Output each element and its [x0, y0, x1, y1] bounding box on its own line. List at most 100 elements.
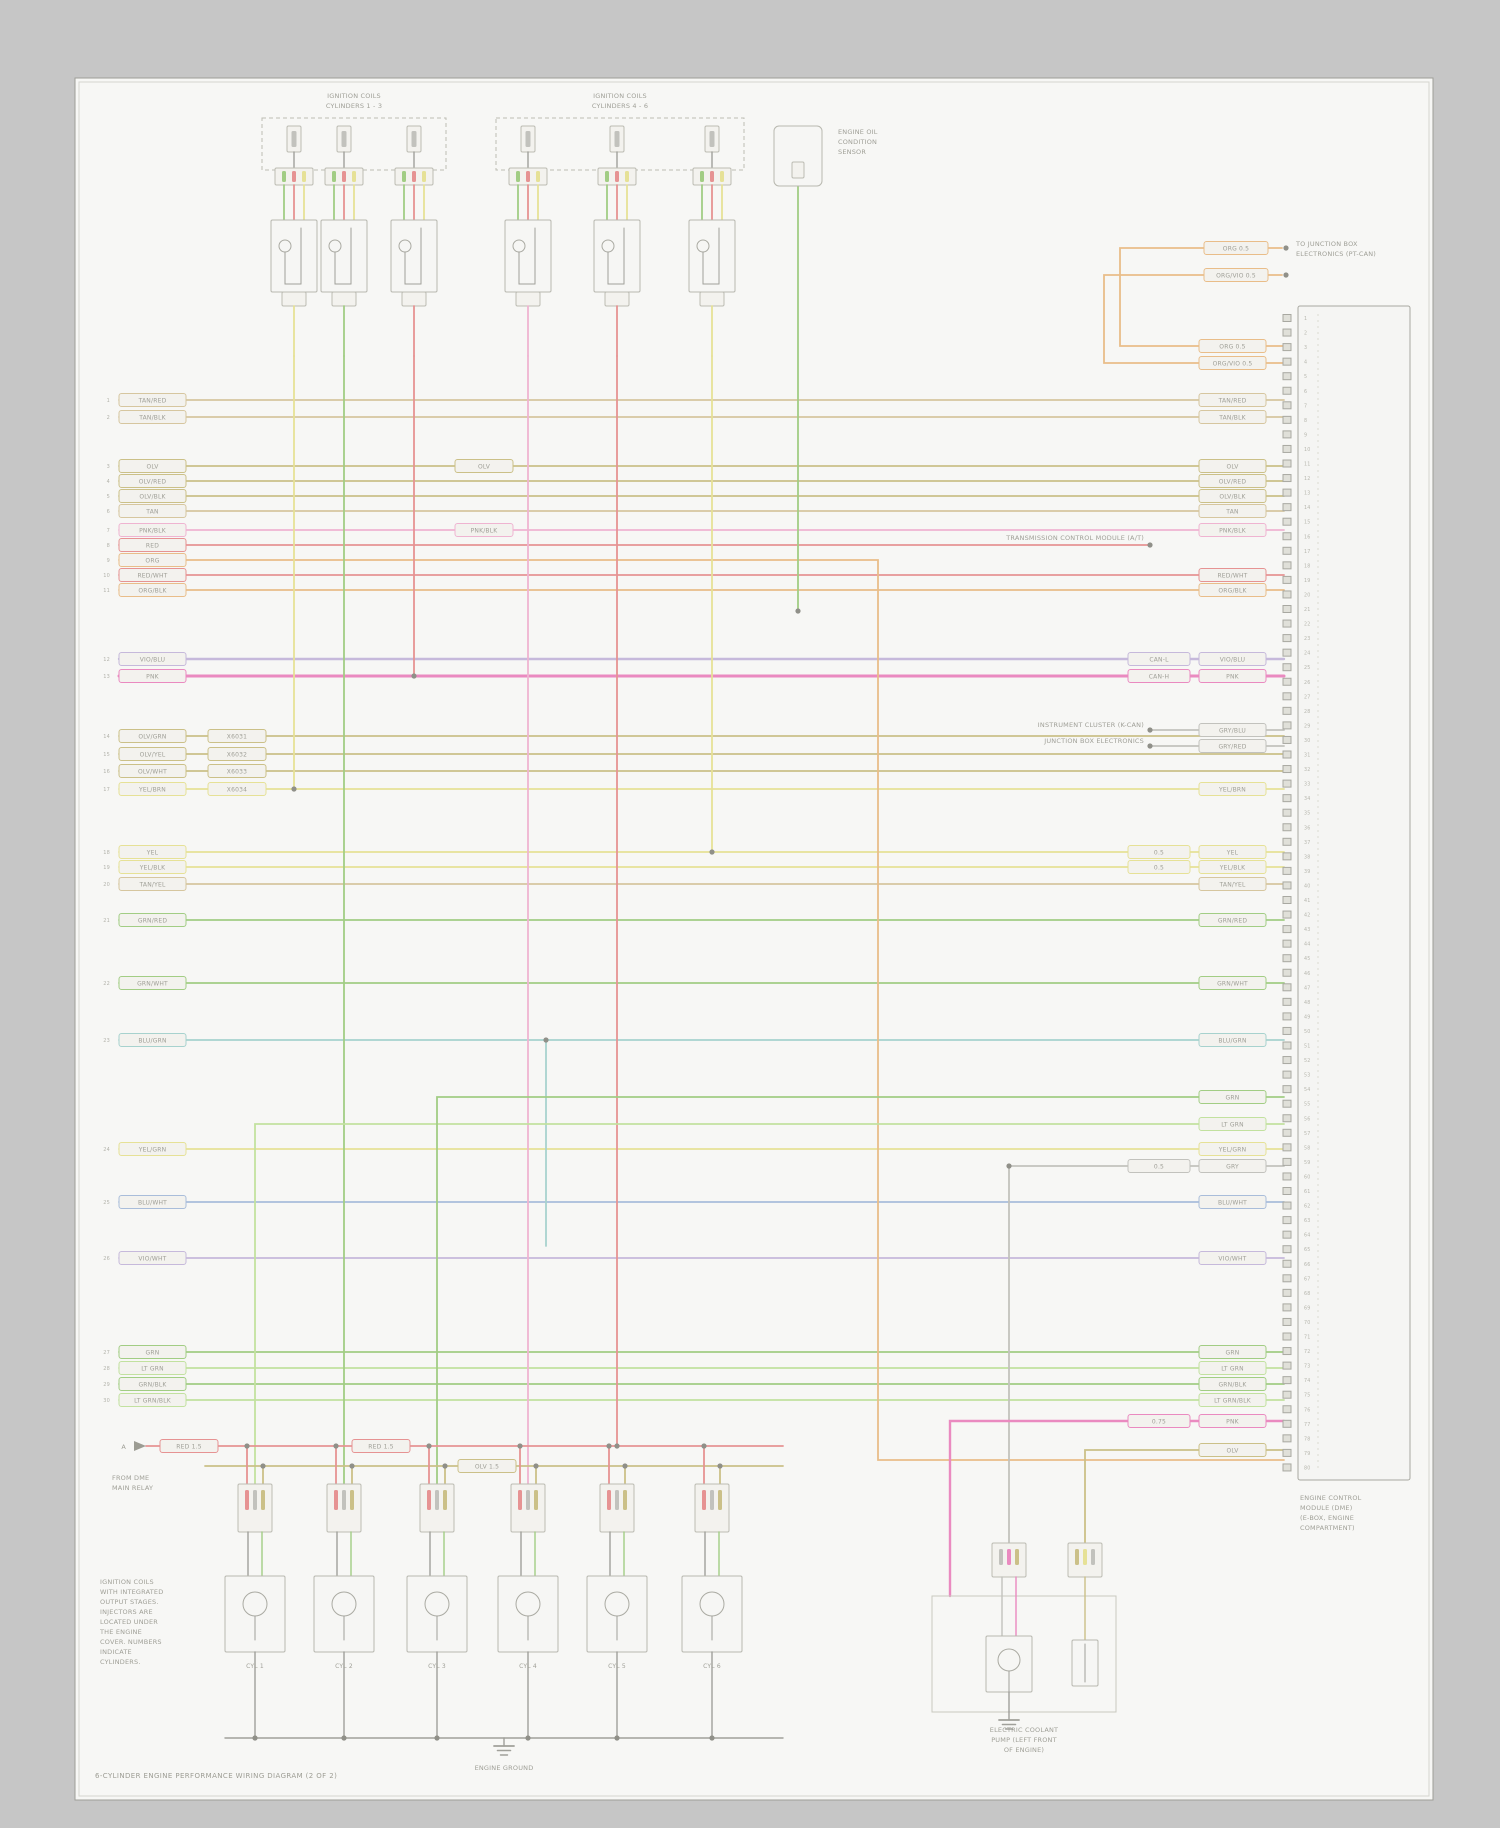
- annotation-text: TRANSMISSION CONTROL MODULE (A/T): [1005, 534, 1144, 542]
- left-wire-label: [118, 583, 187, 597]
- annotation-text: INJECTORS ARE: [100, 1608, 153, 1616]
- ecm-pin-number: 48: [1304, 1000, 1311, 1006]
- ecm-pin-number: 9: [1304, 432, 1307, 438]
- ecm-pin-number: 33: [1304, 782, 1311, 788]
- ecm-pin: [1282, 314, 1292, 322]
- ecm-pin-number: 16: [1304, 534, 1311, 540]
- ecm-pin-number: 21: [1304, 607, 1311, 613]
- left-wire-label: [118, 1345, 187, 1359]
- ecm-pin: [1282, 1288, 1292, 1297]
- ecm-pin-number: 72: [1304, 1349, 1311, 1355]
- right-wire-label-text: GRN: [1226, 1094, 1240, 1101]
- right-wire-label-text: LT GRN/BLK: [1214, 1397, 1252, 1404]
- ecm-pin: [1282, 925, 1292, 934]
- right-wire-label: [1198, 1414, 1267, 1428]
- junction-dot: [1147, 743, 1153, 749]
- inline-wire-label: [1127, 1159, 1191, 1173]
- ecm-pin-number: 35: [1304, 811, 1311, 817]
- injector-label: CYL 2: [335, 1663, 353, 1670]
- left-wire-label: [118, 1251, 187, 1265]
- ecm-pin: [1282, 1012, 1292, 1021]
- ecm-pin: [1282, 1041, 1292, 1050]
- inline-wire-label: [1203, 268, 1269, 282]
- coil-body: [504, 219, 552, 293]
- pump-pin: [1075, 1549, 1079, 1565]
- ecm-pin-number: 51: [1304, 1044, 1311, 1050]
- left-wire-label-text: VIO/BLU: [140, 656, 166, 663]
- junction-dot: [333, 1443, 339, 1449]
- right-wire-label: [1198, 1393, 1267, 1407]
- ecm-pin: [1282, 794, 1292, 803]
- annotation-text: CONDITION: [838, 138, 877, 146]
- ecm-pin: [1282, 1245, 1292, 1254]
- coil-pin: [342, 171, 346, 182]
- ecm-pin: [1282, 444, 1292, 453]
- ecm-pin: [1282, 939, 1292, 948]
- left-wire-label-text: OLV/BLK: [139, 493, 166, 500]
- injector-label: CYL 4: [519, 1663, 537, 1670]
- left-wire-label-text: YEL/GRN: [138, 1146, 167, 1153]
- right-wire-label-text: TAN/YEL: [1218, 881, 1245, 888]
- ecm-pin: [1282, 1230, 1292, 1239]
- injector-pin: [702, 1490, 706, 1510]
- coil-fuse-element: [291, 131, 297, 147]
- ecm-pin-number: 41: [1304, 898, 1311, 904]
- inline-wire-label: [1127, 1414, 1191, 1428]
- ecm-pin: [1282, 1128, 1292, 1137]
- coil-internal-link: [702, 251, 720, 285]
- ecm-pin: [1282, 575, 1292, 584]
- ecm-pin-number: 54: [1304, 1087, 1311, 1093]
- junction-dot: [517, 1443, 523, 1449]
- right-wire-label-text: YEL/BLK: [1219, 864, 1246, 871]
- terminal-ref: 24: [103, 1147, 110, 1153]
- ecm-pin-number: 34: [1304, 796, 1311, 802]
- inline-wire-label-text: ORG 0.5: [1223, 245, 1249, 252]
- inline-wire-label: [454, 459, 514, 473]
- inline-wire-label-text: CAN-H: [1149, 673, 1169, 680]
- annotation-text: SENSOR: [838, 148, 866, 156]
- ecm-pin-number: 56: [1304, 1116, 1311, 1122]
- left-wire-label: [118, 489, 187, 503]
- right-wire-label: [1198, 877, 1267, 891]
- right-wire-label-text: TAN: [1225, 508, 1238, 515]
- coil-internal-link: [607, 251, 625, 285]
- right-wire-label-text: TAN/RED: [1218, 397, 1247, 404]
- inline-wire-label-text: ORG/VIO 0.5: [1216, 272, 1256, 279]
- annotation-text: ELECTRONICS (PT-CAN): [1296, 250, 1376, 258]
- left-wire-label-text: TAN: [145, 508, 158, 515]
- right-wire-label: [1198, 860, 1267, 874]
- inline-wire-label-text: 0.75: [1152, 1418, 1166, 1425]
- junction-dot: [525, 1735, 531, 1741]
- right-wire-label: [1198, 1443, 1267, 1457]
- coil-pin: [516, 171, 520, 182]
- junction-dot: [543, 1037, 549, 1043]
- right-wire-label-text: ORG/VIO 0.5: [1213, 360, 1253, 367]
- inline-wire-label: [207, 782, 267, 796]
- annotation-text: ENGINE CONTROL: [1300, 1494, 1362, 1502]
- coil-bank-title: IGNITION COILS: [593, 92, 647, 100]
- right-wire-label: [1198, 489, 1267, 503]
- annotation-text: LOCATED UNDER: [100, 1618, 158, 1626]
- right-wire-label-text: YEL: [1226, 849, 1239, 856]
- annotation-text: INDICATE: [100, 1648, 132, 1656]
- right-wire-label-text: VIO/BLU: [1220, 656, 1246, 663]
- right-wire-label: [1198, 568, 1267, 582]
- ecm-pin: [1282, 343, 1292, 352]
- injector-pin: [534, 1490, 538, 1510]
- ecm-pin-number: 4: [1304, 360, 1307, 366]
- annotation-text: MODULE (DME): [1300, 1504, 1352, 1512]
- inline-wire-label-text: 0.5: [1154, 1163, 1164, 1170]
- pump-pin: [1007, 1549, 1011, 1565]
- junction-dot: [606, 1443, 612, 1449]
- ecm-pin: [1282, 1085, 1292, 1094]
- ecm-pin-number: 19: [1304, 578, 1311, 584]
- inline-wire-label: [1127, 652, 1191, 666]
- coil-pin: [292, 171, 296, 182]
- left-wire-label: [118, 553, 187, 567]
- junction-dot: [434, 1735, 440, 1741]
- injector-label: CYL 3: [428, 1663, 446, 1670]
- coil-pin: [710, 171, 714, 182]
- ecm-pin-number: 59: [1304, 1160, 1311, 1166]
- ecm-pin-number: 5: [1304, 374, 1307, 380]
